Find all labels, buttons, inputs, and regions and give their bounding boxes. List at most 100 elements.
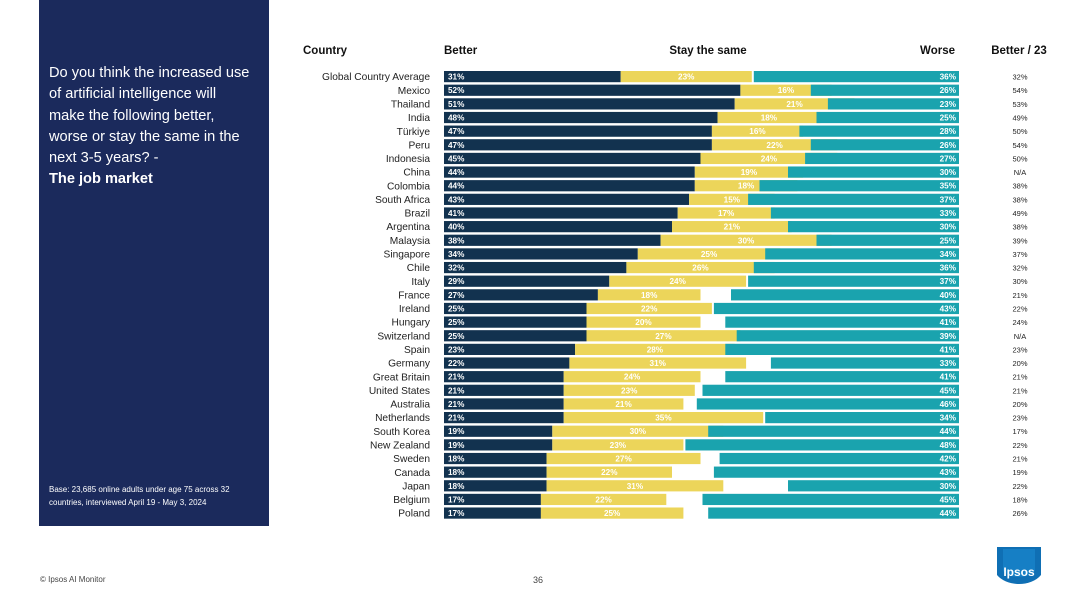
label-same: 31% xyxy=(627,482,644,491)
bar-better xyxy=(444,439,553,451)
bar-better xyxy=(444,412,564,424)
bar-same xyxy=(540,493,667,506)
label-same: 22% xyxy=(595,495,612,504)
label-same: 18% xyxy=(641,291,658,300)
bar-better xyxy=(444,371,564,383)
country-label: Japan xyxy=(402,481,430,492)
country-label: Malaysia xyxy=(390,236,431,247)
label-better-2023: 20% xyxy=(1012,359,1027,368)
label-same: 31% xyxy=(650,359,667,368)
country-label: Thailand xyxy=(391,99,430,110)
bar-better xyxy=(444,139,712,151)
label-better: 44% xyxy=(448,182,465,191)
bar-worse xyxy=(816,234,959,246)
bar-worse xyxy=(788,221,959,233)
page-number: 36 xyxy=(533,575,544,585)
country-label: Great Britain xyxy=(373,372,430,383)
bar-better xyxy=(444,261,627,274)
label-better: 43% xyxy=(448,195,465,204)
bar-same xyxy=(694,166,804,178)
svg-text:Ipsos: Ipsos xyxy=(1003,565,1035,579)
bar-same xyxy=(586,302,712,315)
label-better: 27% xyxy=(448,291,465,300)
label-better: 21% xyxy=(448,400,465,409)
bar-better xyxy=(444,357,570,369)
label-worse: 33% xyxy=(940,359,957,368)
label-worse: 34% xyxy=(940,250,957,259)
bar-same xyxy=(609,275,747,287)
bar-worse xyxy=(708,425,959,437)
label-better-2023: 50% xyxy=(1012,127,1027,136)
header-better-2023: Better / 23 xyxy=(991,45,1047,57)
bar-same xyxy=(711,139,838,151)
bar-worse xyxy=(827,98,959,110)
label-better: 19% xyxy=(448,441,465,450)
bar-same xyxy=(734,98,855,110)
label-worse: 33% xyxy=(940,209,957,218)
country-label: Indonesia xyxy=(386,154,431,165)
bar-same xyxy=(717,111,821,124)
label-better-2023: 50% xyxy=(1012,154,1027,163)
label-same: 18% xyxy=(738,182,755,191)
label-same: 27% xyxy=(655,332,672,341)
label-better: 23% xyxy=(448,345,465,354)
country-label: Brazil xyxy=(405,209,430,220)
label-better-2023: 21% xyxy=(1012,455,1027,464)
label-same: 30% xyxy=(630,427,647,436)
label-better-2023: 21% xyxy=(1012,291,1027,300)
country-label: Colombia xyxy=(387,181,430,192)
bar-worse xyxy=(788,480,959,492)
label-same: 16% xyxy=(749,127,766,136)
question-body: Do you think the increased use of artifi… xyxy=(49,65,250,167)
question-text: Do you think the increased use of artifi… xyxy=(49,63,254,191)
label-same: 22% xyxy=(601,468,618,477)
bar-better xyxy=(444,493,541,506)
bar-better xyxy=(444,466,547,478)
bar-worse xyxy=(753,71,959,83)
label-same: 24% xyxy=(761,154,778,163)
ipsos-logo: Ipsos xyxy=(997,547,1041,584)
label-better: 32% xyxy=(448,264,465,273)
label-better-2023: 54% xyxy=(1012,86,1027,95)
country-label: Australia xyxy=(390,400,430,411)
label-worse: 41% xyxy=(940,373,957,382)
label-better: 18% xyxy=(448,482,465,491)
bar-same xyxy=(597,289,701,301)
bar-worse xyxy=(770,357,959,369)
country-label: India xyxy=(408,113,430,124)
bar-worse xyxy=(788,166,959,178)
label-same: 24% xyxy=(624,373,641,382)
label-better: 47% xyxy=(448,141,465,150)
label-better: 38% xyxy=(448,236,465,245)
label-better-2023: 24% xyxy=(1012,318,1027,327)
label-worse: 45% xyxy=(940,386,957,395)
label-better-2023: 23% xyxy=(1012,414,1027,423)
bar-same xyxy=(740,84,832,96)
bar-worse xyxy=(702,493,959,506)
label-same: 24% xyxy=(670,277,687,286)
label-better-2023: 23% xyxy=(1012,345,1027,354)
bar-worse xyxy=(685,439,959,451)
label-better-2023: 32% xyxy=(1012,264,1027,273)
label-better: 21% xyxy=(448,414,465,423)
label-worse: 41% xyxy=(940,345,957,354)
header-same: Stay the same xyxy=(669,45,746,57)
label-better: 31% xyxy=(448,73,465,82)
bar-worse xyxy=(725,316,959,328)
bar-better xyxy=(444,193,690,205)
country-label: Switzerland xyxy=(377,331,430,342)
label-worse: 28% xyxy=(940,127,957,136)
label-better-2023: 20% xyxy=(1012,400,1027,409)
label-better-2023: 32% xyxy=(1012,73,1027,82)
bar-same xyxy=(540,507,684,519)
label-better-2023: 21% xyxy=(1012,386,1027,395)
bar-worse xyxy=(736,330,959,342)
label-worse: 40% xyxy=(940,291,957,300)
country-label: China xyxy=(403,168,430,179)
label-same: 17% xyxy=(718,209,735,218)
label-better-2023: N/A xyxy=(1014,168,1027,177)
label-same: 26% xyxy=(692,264,709,273)
base-note: Base: 23,685 online adults under age 75 … xyxy=(49,485,230,507)
label-same: 21% xyxy=(615,400,632,409)
bar-same xyxy=(586,330,741,342)
